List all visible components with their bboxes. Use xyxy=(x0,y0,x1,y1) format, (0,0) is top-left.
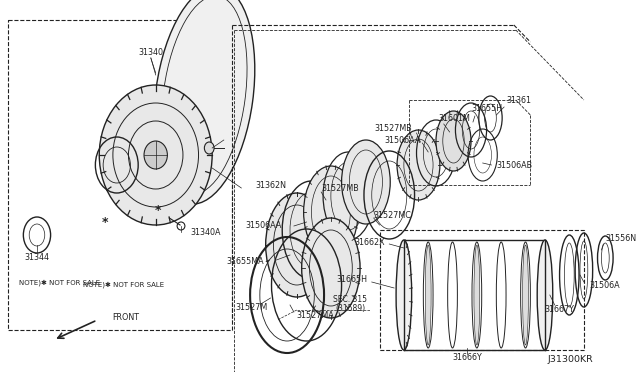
Text: 31506AB: 31506AB xyxy=(496,160,532,170)
Bar xyxy=(8,20,232,330)
Text: 31655H: 31655H xyxy=(471,103,502,112)
Ellipse shape xyxy=(154,0,255,204)
Text: 31527MA: 31527MA xyxy=(297,311,335,320)
Text: 31556N: 31556N xyxy=(605,234,636,243)
Ellipse shape xyxy=(266,193,328,297)
Text: 31340: 31340 xyxy=(138,48,163,57)
Text: FRONT: FRONT xyxy=(112,314,139,323)
Bar xyxy=(380,230,584,350)
Text: 31666Y: 31666Y xyxy=(452,353,482,362)
Text: 31506A: 31506A xyxy=(589,280,620,289)
Ellipse shape xyxy=(474,245,480,345)
Text: NOTE)✱ NOT FOR SALE: NOTE)✱ NOT FOR SALE xyxy=(83,282,164,288)
Text: 31344: 31344 xyxy=(24,253,49,263)
Text: 31662X: 31662X xyxy=(355,237,385,247)
Text: 31527M: 31527M xyxy=(235,304,268,312)
Ellipse shape xyxy=(523,245,529,345)
Text: 31506AA: 31506AA xyxy=(246,221,282,230)
Text: *: * xyxy=(154,203,161,217)
Ellipse shape xyxy=(537,240,553,350)
Ellipse shape xyxy=(342,140,390,224)
Text: 31362N: 31362N xyxy=(255,180,286,189)
Ellipse shape xyxy=(144,141,168,169)
Ellipse shape xyxy=(99,85,212,225)
Ellipse shape xyxy=(436,111,471,171)
Text: 31361: 31361 xyxy=(506,96,531,105)
Text: 31667Y: 31667Y xyxy=(545,305,575,314)
Text: 31527MC: 31527MC xyxy=(374,211,412,219)
Text: (31589): (31589) xyxy=(335,304,365,312)
Text: 31665H: 31665H xyxy=(337,276,368,285)
Ellipse shape xyxy=(396,240,412,350)
Ellipse shape xyxy=(204,142,214,154)
Text: *: * xyxy=(102,215,108,228)
Text: 31506AA: 31506AA xyxy=(384,135,420,144)
Text: 31655MA: 31655MA xyxy=(226,257,264,266)
Ellipse shape xyxy=(303,166,358,258)
Text: J31300KR: J31300KR xyxy=(548,356,594,365)
Text: 31527MB: 31527MB xyxy=(375,124,413,132)
Text: NOTE)✱ NOT FOR SALE: NOTE)✱ NOT FOR SALE xyxy=(19,280,100,286)
Ellipse shape xyxy=(425,245,431,345)
Text: 31340A: 31340A xyxy=(191,228,221,237)
Text: SEC. 315: SEC. 315 xyxy=(333,295,367,305)
Ellipse shape xyxy=(301,218,360,318)
Text: 31601M: 31601M xyxy=(438,113,470,122)
Text: 31527MB: 31527MB xyxy=(321,183,359,192)
Ellipse shape xyxy=(397,130,440,200)
